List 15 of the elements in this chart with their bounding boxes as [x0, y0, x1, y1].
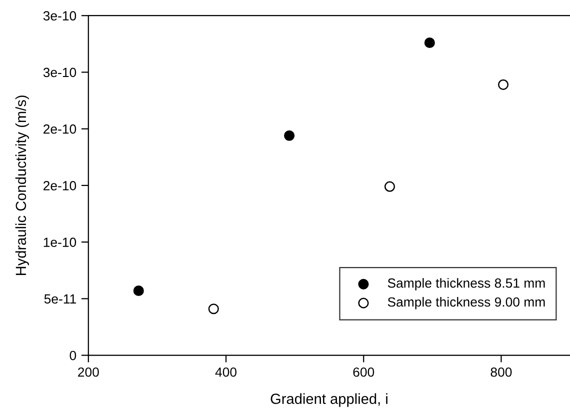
y-tick-label: 0 [70, 350, 76, 360]
legend-label: Sample thickness 9.00 mm [388, 296, 545, 310]
x-tick-label: 600 [353, 367, 374, 377]
y-tick-label: 5e-11 [44, 294, 76, 304]
x-tick-label: 400 [215, 367, 236, 377]
y-axis-title: Hydraulic Conductivity (m/s) [15, 96, 29, 276]
x-axis-title: Gradient applied, i [270, 393, 388, 407]
legend-label: Sample thickness 8.51 mm [388, 278, 545, 290]
x-tick-label: 200 [78, 367, 99, 377]
y-tick-label: 2e-10 [44, 124, 76, 134]
y-tick-label: 1e-10 [44, 238, 76, 247]
y-tick-label: 3e-10 [43, 68, 76, 78]
x-tick-label: 800 [490, 367, 512, 377]
y-tick-label: 3e-10 [43, 11, 76, 21]
y-tick-label: 2e-10 [44, 181, 76, 190]
